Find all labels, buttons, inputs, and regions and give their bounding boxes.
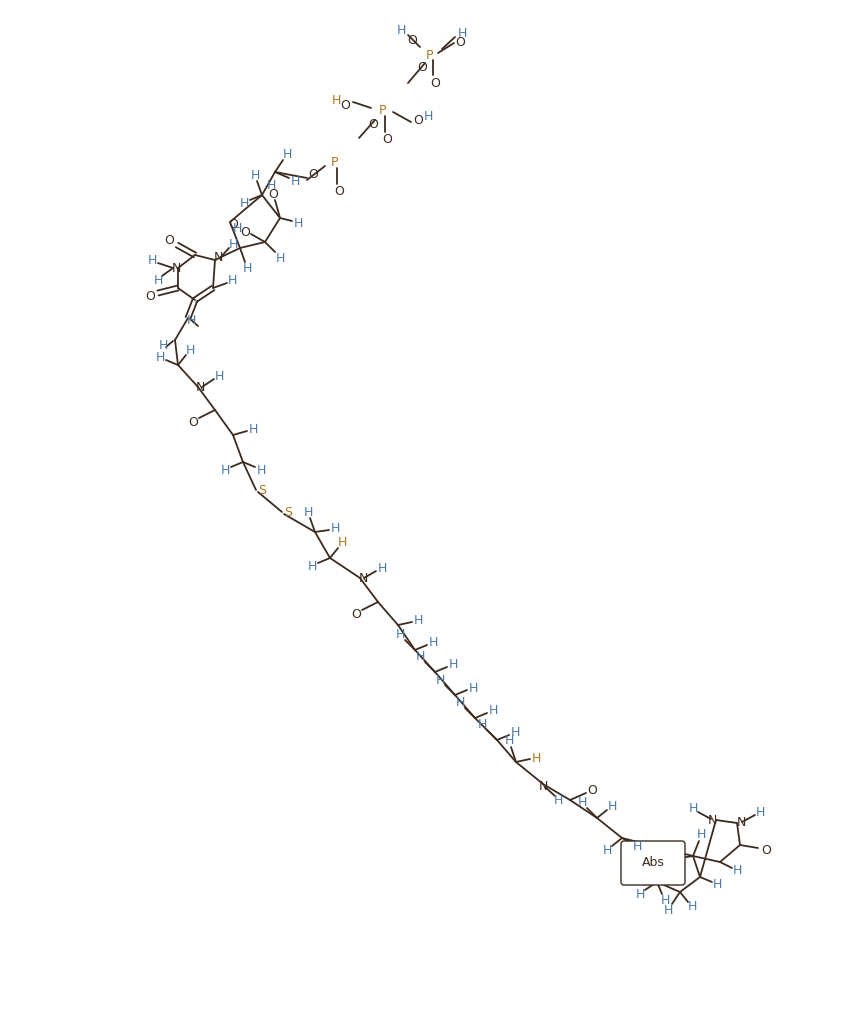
Text: P: P — [331, 155, 338, 168]
Text: H: H — [186, 313, 195, 327]
Text: O: O — [340, 98, 350, 111]
Text: H: H — [290, 175, 300, 188]
Text: H: H — [158, 339, 168, 351]
Text: H: H — [256, 464, 265, 477]
Text: H: H — [711, 878, 721, 891]
Text: H: H — [688, 803, 697, 816]
Text: H: H — [660, 893, 669, 907]
Text: O: O — [430, 77, 439, 90]
Text: O: O — [239, 226, 250, 239]
Text: O: O — [760, 843, 770, 857]
Text: H: H — [635, 888, 644, 902]
Text: H: H — [468, 681, 477, 694]
Text: H: H — [423, 109, 432, 123]
Text: H: H — [412, 614, 422, 627]
Text: H: H — [293, 216, 302, 230]
FancyBboxPatch shape — [620, 841, 684, 885]
Text: H: H — [602, 843, 611, 857]
Text: H: H — [696, 828, 705, 841]
Text: H: H — [147, 253, 157, 266]
Text: H: H — [155, 350, 164, 363]
Text: N: N — [213, 250, 222, 263]
Text: H: H — [663, 904, 672, 917]
Text: S: S — [283, 505, 292, 519]
Text: N: N — [735, 817, 745, 829]
Text: H: H — [396, 23, 406, 37]
Text: O: O — [268, 188, 277, 200]
Text: H: H — [227, 274, 237, 287]
Text: O: O — [455, 36, 464, 49]
Text: H: H — [395, 629, 404, 641]
Text: H: H — [214, 370, 223, 383]
Text: N: N — [707, 814, 715, 827]
Text: N: N — [195, 381, 204, 393]
Text: H: H — [732, 865, 740, 877]
Text: Abs: Abs — [641, 857, 664, 870]
Text: H: H — [577, 796, 586, 810]
Text: H: H — [242, 261, 251, 275]
Text: N: N — [358, 572, 368, 584]
Text: H: H — [303, 505, 313, 519]
Text: H: H — [455, 696, 464, 710]
Text: N: N — [171, 261, 181, 275]
Text: H: H — [632, 839, 641, 853]
Text: N: N — [537, 779, 547, 792]
Text: H: H — [504, 734, 513, 747]
Text: H: H — [228, 238, 238, 250]
Text: O: O — [417, 60, 426, 74]
Text: H: H — [553, 794, 562, 808]
Text: O: O — [228, 217, 238, 231]
Text: H: H — [377, 562, 387, 575]
Text: H: H — [448, 659, 457, 672]
Text: H: H — [686, 901, 696, 914]
Text: H: H — [530, 751, 540, 765]
Text: H: H — [337, 536, 346, 549]
Text: H: H — [331, 94, 340, 106]
Text: H: H — [220, 464, 229, 477]
Text: O: O — [586, 783, 597, 796]
Text: O: O — [412, 113, 423, 127]
Text: H: H — [477, 719, 486, 731]
Text: O: O — [164, 234, 174, 246]
Text: H: H — [330, 523, 339, 535]
Text: H: H — [435, 674, 444, 686]
Text: P: P — [425, 49, 433, 61]
Text: H: H — [487, 704, 497, 718]
Text: H: H — [282, 147, 291, 160]
Text: O: O — [307, 167, 318, 181]
Text: O: O — [368, 117, 377, 131]
Text: H: H — [510, 727, 519, 739]
Text: O: O — [381, 133, 392, 146]
Text: H: H — [275, 251, 284, 264]
Text: S: S — [257, 484, 266, 496]
Text: H: H — [307, 560, 316, 573]
Text: O: O — [406, 34, 417, 47]
Text: H: H — [232, 222, 241, 235]
Text: P: P — [379, 103, 387, 116]
Text: H: H — [754, 806, 764, 819]
Text: O: O — [188, 416, 198, 429]
Text: H: H — [266, 179, 276, 192]
Text: H: H — [415, 650, 424, 664]
Text: H: H — [153, 274, 163, 287]
Text: H: H — [250, 168, 259, 182]
Text: H: H — [248, 423, 257, 436]
Text: O: O — [334, 185, 344, 197]
Text: H: H — [428, 636, 437, 649]
Text: H: H — [185, 343, 195, 356]
Text: H: H — [457, 27, 466, 40]
Text: O: O — [350, 607, 361, 621]
Text: O: O — [145, 290, 155, 302]
Text: H: H — [607, 799, 616, 813]
Text: H: H — [239, 196, 249, 209]
